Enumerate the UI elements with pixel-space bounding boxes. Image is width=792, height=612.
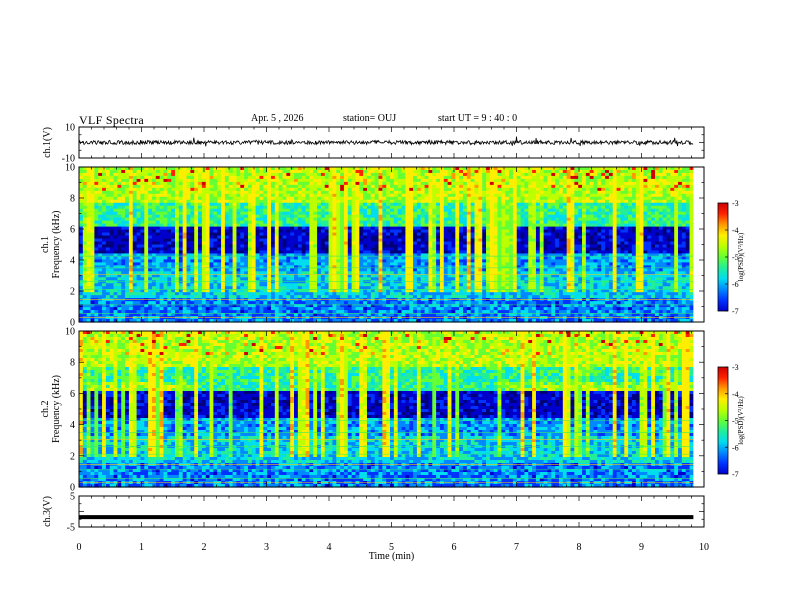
ch2-colorbar-label: log(PSD)(V²/Hz) [737,396,745,445]
ch1-spectrogram-ytick: 2 [70,287,75,298]
ch1-spectrogram-ylabel-channel: ch.1 [40,236,51,253]
start-time-label: start UT = 9 : 40 : 0 [438,113,518,124]
ch2-colorbar-tick: -6 [732,443,739,452]
ch1-colorbar-tick: -4 [732,226,739,235]
x-axis-label: Time (min) [369,551,414,562]
x-tick-label: 3 [264,542,269,553]
x-tick-label: 8 [577,542,582,553]
ch1-colorbar-tick: -7 [732,307,739,316]
ch1-spectrogram-ytick: 10 [65,163,75,174]
ch2-spectrogram-ylabel-channel: ch.2 [40,401,51,418]
x-tick-label: 1 [139,542,144,553]
x-tick-label: 9 [639,542,644,553]
x-tick-label: 7 [514,542,519,553]
ch2-spectrogram-ytick: 10 [65,327,75,338]
ch2-spectrogram-image [79,331,704,488]
ch1-spectrogram-ytick: 8 [70,194,75,205]
ch1-colorbar-tick: -5 [732,253,739,262]
ch2-colorbar-tick: -7 [732,470,739,479]
ch2-colorbar-tick: -4 [732,390,739,399]
ch1-spectrogram-ylabel-frequency: Frequency (kHz) [51,210,62,278]
date-label: Apr. 5 , 2026 [251,113,304,124]
ch2-colorbar-tick: -3 [732,363,739,372]
ch2-spectrogram-ytick: 6 [70,389,75,400]
ch3-waveform-ytick: -5 [67,523,75,534]
ch1-waveform-ytick: 10 [65,123,75,134]
ch2-spectrogram-ytick: 0 [70,483,75,494]
ch3-waveform-ylabel: ch.3(V) [42,496,53,527]
chart-title: VLF Spectra [79,113,144,127]
x-tick-label: 5 [389,542,394,553]
x-tick-label: 6 [452,542,457,553]
x-tick-label: 2 [202,542,207,553]
ch2-spectrogram-ylabel-frequency: Frequency (kHz) [51,375,62,443]
ch1-waveform-ylabel: ch.1(V) [42,127,53,158]
ch1-colorbar-tick: -3 [732,199,739,208]
ch3-waveform-ytick: 5 [70,492,75,503]
station-label: station= OUJ [343,113,397,124]
ch1-colorbar-tick: -6 [732,280,739,289]
ch1-spectrogram-ytick: 0 [70,318,75,329]
x-tick-label: 0 [77,542,82,553]
x-tick-label: 10 [699,542,709,553]
ch1-trace [78,136,694,147]
ch1-spectrogram-ytick: 4 [70,256,75,267]
ch1-spectrogram-ytick: 6 [70,225,75,236]
ch2-spectrogram-ytick: 8 [70,358,75,369]
ch1-colorbar-label: log(PSD)(V²/Hz) [737,232,745,281]
ch2-spectrogram-ytick: 2 [70,451,75,462]
ch2-colorbar-tick: -5 [732,417,739,426]
x-tick-label: 4 [327,542,332,553]
ch1-spectrogram-image [79,167,704,323]
ch2-spectrogram-ytick: 4 [70,420,75,431]
ch1-waveform-ytick: -10 [62,154,75,165]
